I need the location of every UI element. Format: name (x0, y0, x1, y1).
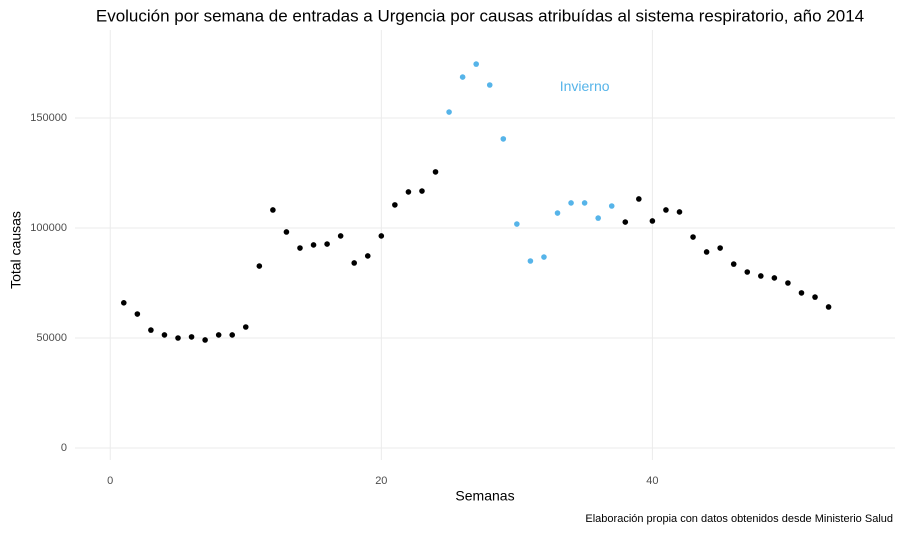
point (310, 242, 317, 248)
point (541, 254, 547, 260)
y-tick-label: 0 (61, 442, 67, 454)
point (283, 229, 290, 235)
point (608, 203, 615, 209)
x-tick-label: 20 (375, 475, 387, 487)
point (188, 334, 195, 340)
point (459, 74, 466, 80)
point (676, 209, 683, 215)
point (270, 207, 276, 213)
point (134, 311, 141, 317)
point (446, 109, 452, 115)
point (771, 275, 778, 281)
point (568, 200, 574, 206)
point (120, 300, 127, 306)
point (405, 189, 412, 195)
point (175, 335, 181, 341)
point (473, 61, 479, 67)
point (690, 234, 696, 240)
point (229, 332, 236, 338)
point (758, 273, 764, 279)
annotation: Invierno (560, 78, 610, 94)
point (554, 210, 561, 216)
point (798, 290, 805, 296)
x-axis-label: Semanas (455, 488, 514, 504)
point (256, 263, 263, 269)
point (486, 82, 493, 88)
point (785, 280, 791, 286)
x-tick-label: 0 (107, 475, 113, 487)
point (595, 215, 601, 221)
point (825, 304, 832, 310)
point (622, 219, 629, 225)
point (663, 207, 669, 213)
point (161, 332, 168, 338)
y-tick-label: 50000 (36, 332, 67, 344)
point (812, 294, 818, 300)
point (202, 337, 208, 343)
point (351, 260, 358, 266)
point (392, 202, 398, 208)
point (703, 249, 710, 255)
point (432, 169, 439, 175)
y-tick-label: 150000 (30, 112, 67, 124)
point (717, 245, 723, 251)
point (378, 233, 385, 239)
point (514, 221, 520, 227)
y-tick-label: 100000 (30, 222, 67, 234)
y-axis-label: Total causas (8, 211, 24, 289)
point (215, 332, 222, 338)
point (148, 327, 154, 333)
point (527, 258, 534, 264)
point (297, 245, 303, 251)
point (337, 233, 344, 239)
point (364, 253, 371, 259)
point (242, 324, 249, 330)
x-tick-label: 40 (646, 475, 658, 487)
point (324, 241, 330, 247)
point (581, 200, 588, 206)
point (744, 269, 751, 275)
chart-title: Evolución por semana de entradas a Urgen… (96, 6, 864, 25)
caption: Elaboración propia con datos obtenidos d… (585, 513, 893, 525)
point (419, 188, 425, 194)
point (730, 261, 737, 267)
point (500, 136, 507, 142)
point (649, 218, 656, 224)
point (636, 196, 642, 202)
